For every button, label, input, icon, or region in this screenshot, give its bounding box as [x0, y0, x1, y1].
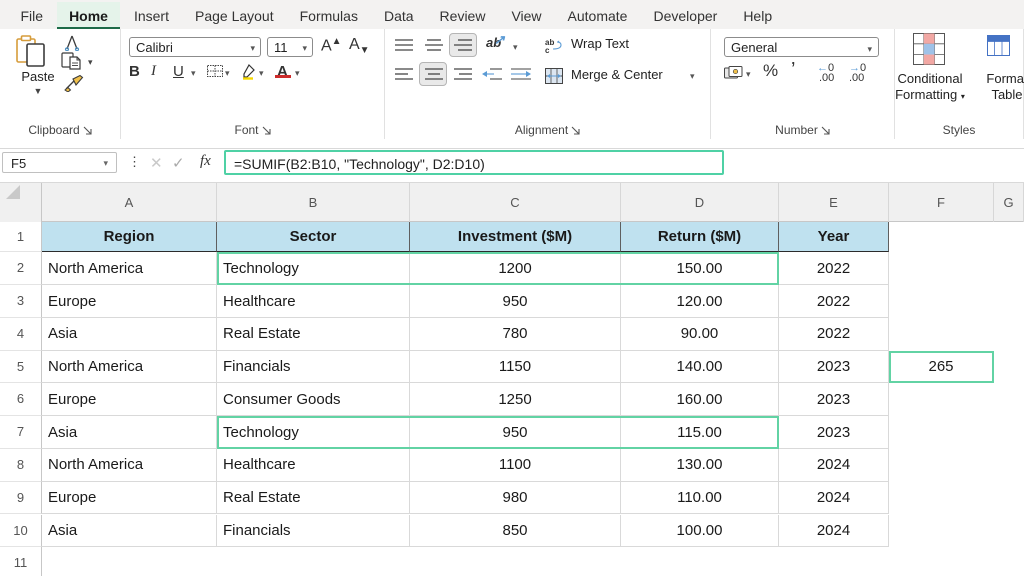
svg-text:c: c — [545, 46, 550, 53]
